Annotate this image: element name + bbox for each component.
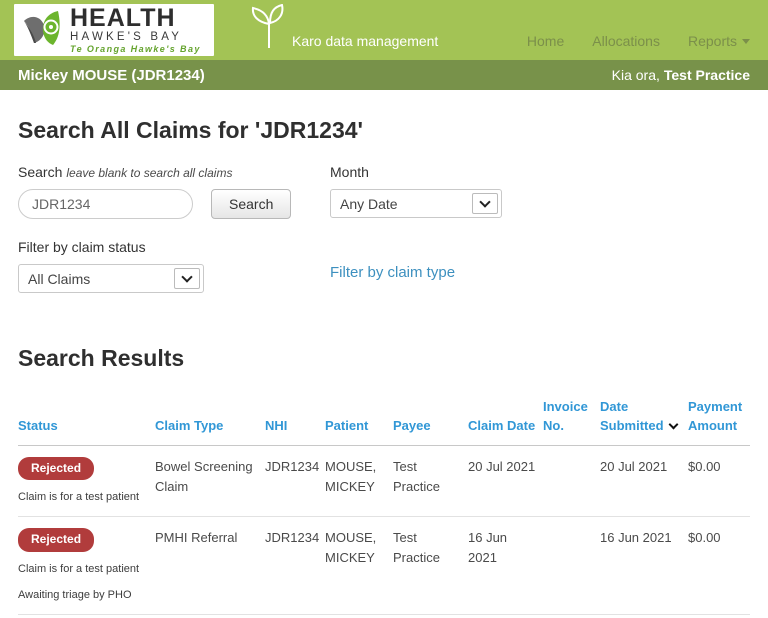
col-nhi[interactable]: NHI — [265, 417, 288, 433]
cell-invoice-no — [543, 615, 600, 618]
brand-name: HEALTH — [70, 3, 176, 32]
cell-claim-type: Bowel Screening Claim — [155, 458, 253, 494]
month-select[interactable]: Any Date — [330, 189, 502, 218]
status-note: Claim is for a test patient — [18, 491, 140, 504]
cell-invoice-no — [543, 517, 600, 615]
practice-name: Test Practice — [663, 67, 750, 83]
claim-status-select[interactable]: All Claims — [18, 264, 204, 293]
karo-brand: Karo data management — [248, 3, 439, 56]
col-invoice-no[interactable]: Invoice No. — [543, 399, 588, 433]
cell-claim-date: 20 Jul 2021 — [468, 458, 536, 474]
chevron-down-icon — [479, 195, 491, 208]
brand-region: HAWKE'S BAY — [70, 30, 183, 43]
nav-reports[interactable]: Reports — [688, 33, 750, 49]
cell-date-submitted: 16 Jun 2021 — [600, 530, 672, 546]
top-header: HEALTH HAWKE'S BAY Te Oranga Hawke's Bay… — [0, 0, 768, 60]
cell-nhi: JDR1234 — [265, 458, 320, 474]
col-patient[interactable]: Patient — [325, 417, 369, 433]
cell-payment-amount: $0.00 — [688, 530, 721, 546]
status-badge: Rejected — [18, 456, 95, 481]
context-bar: Mickey MOUSE (JDR1234) Kia ora, Test Prac… — [0, 60, 768, 90]
table-row[interactable]: Rejected Claim is for a test patient Dup… — [18, 615, 750, 618]
search-button[interactable]: Search — [211, 189, 292, 219]
main-nav: Home Allocations Reports — [527, 33, 750, 49]
user-greeting: Kia ora, Test Practice — [611, 67, 750, 83]
chevron-down-icon — [742, 38, 750, 44]
search-input[interactable] — [18, 189, 193, 219]
table-header-row: Status Claim Type NHI Patient Payee Clai… — [18, 394, 750, 446]
nav-allocations[interactable]: Allocations — [592, 33, 660, 49]
status-note: Awaiting triage by PHO — [18, 588, 132, 601]
cell-patient: MOUSE, MICKEY — [325, 530, 377, 566]
chevron-down-icon — [181, 270, 193, 283]
col-claim-type[interactable]: Claim Type — [155, 417, 224, 433]
cell-claim-date: 2 Jun 2021 — [468, 615, 543, 618]
cell-nhi: JDR1234 — [265, 530, 320, 546]
col-date-submitted[interactable]: Date Submitted — [600, 394, 688, 445]
filter-claim-type-link[interactable]: Filter by claim type — [330, 264, 456, 281]
col-payee[interactable]: Payee — [393, 417, 431, 433]
claim-status-label: Filter by claim status — [18, 239, 146, 255]
page-title: Search All Claims for 'JDR1234' — [18, 117, 364, 143]
cell-patient: MOUSE, MICKEY — [325, 615, 393, 618]
cell-payment-amount: $0.00 — [688, 458, 721, 474]
month-label: Month — [330, 164, 369, 180]
cell-payee: Test Practice — [393, 530, 440, 566]
results-heading: Search Results — [18, 345, 185, 371]
table-row[interactable]: Rejected Claim is for a test patient Awa… — [18, 517, 750, 615]
claims-table: Status Claim Type NHI Patient Payee Clai… — [18, 394, 750, 618]
brand-tagline: Te Oranga Hawke's Bay — [70, 44, 201, 55]
col-payment-amount[interactable]: Payment Amount — [688, 399, 743, 433]
cell-nhi: JDR1234 — [265, 615, 325, 618]
nav-home[interactable]: Home — [526, 33, 565, 49]
cell-payee: Test Practice — [393, 458, 440, 494]
sort-descending-icon — [668, 419, 679, 430]
status-badge: Rejected — [18, 528, 95, 552]
cell-claim-date: 16 Jun 2021 — [468, 530, 508, 566]
hhb-leaf-logo-icon — [20, 5, 66, 56]
select-arrow-box — [174, 268, 200, 289]
current-patient: Mickey MOUSE (JDR1234) — [18, 66, 205, 84]
search-hint: leave blank to search all claims — [66, 166, 233, 180]
cell-patient: MOUSE, MICKEY — [325, 458, 377, 494]
cell-date-submitted: 2 Jun 2021 — [600, 615, 688, 618]
table-row[interactable]: Rejected Claim is for a test patient Bow… — [18, 445, 750, 517]
cell-claim-type: PMHI Referral — [155, 530, 238, 546]
hhb-logo[interactable]: HEALTH HAWKE'S BAY Te Oranga Hawke's Bay — [14, 4, 214, 56]
cell-date-submitted: 20 Jul 2021 — [600, 458, 668, 474]
col-status[interactable]: Status — [18, 417, 58, 433]
select-arrow-box — [472, 193, 498, 214]
karo-leaf-icon — [248, 3, 290, 50]
cell-payment-amount: $0.00 — [688, 615, 750, 618]
col-claim-date[interactable]: Claim Date — [468, 417, 536, 433]
cell-invoice-no — [543, 445, 600, 517]
status-note: Claim is for a test patient — [18, 562, 140, 575]
search-label: Search leave blank to search all claims — [18, 164, 233, 180]
cell-claim-type: COVID-19 Simple Assessment — [155, 615, 265, 618]
cell-payee: Test Practice — [393, 615, 468, 618]
app-name: Karo data management — [292, 33, 439, 49]
